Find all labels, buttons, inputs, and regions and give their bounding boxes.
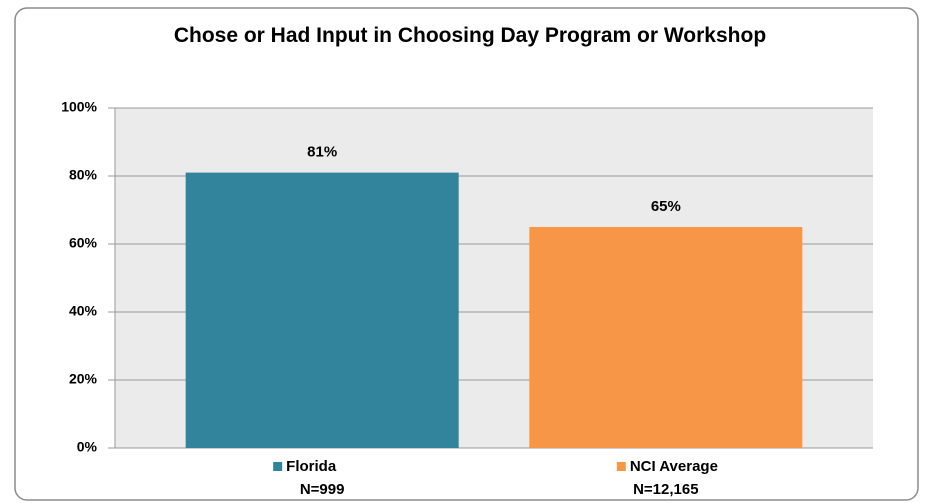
- category-note: N=999: [300, 481, 345, 498]
- y-tick-label: 100%: [61, 99, 97, 115]
- x-tick-label: Florida: [286, 458, 337, 475]
- category-note: N=12,165: [633, 481, 698, 498]
- data-label: 81%: [307, 144, 337, 161]
- bar: [529, 227, 803, 448]
- data-label: 65%: [651, 198, 681, 215]
- y-tick-label: 60%: [69, 235, 98, 251]
- y-tick-label: 40%: [69, 303, 98, 319]
- bar: [185, 172, 459, 448]
- legend-swatch: [273, 462, 283, 471]
- y-tick-label: 20%: [69, 371, 98, 387]
- legend-swatch: [616, 462, 626, 471]
- chart-title: Chose or Had Input in Choosing Day Progr…: [173, 24, 767, 47]
- x-tick-label: NCI Average: [630, 458, 718, 475]
- y-tick-label: 0%: [77, 439, 98, 455]
- y-tick-label: 80%: [69, 167, 98, 183]
